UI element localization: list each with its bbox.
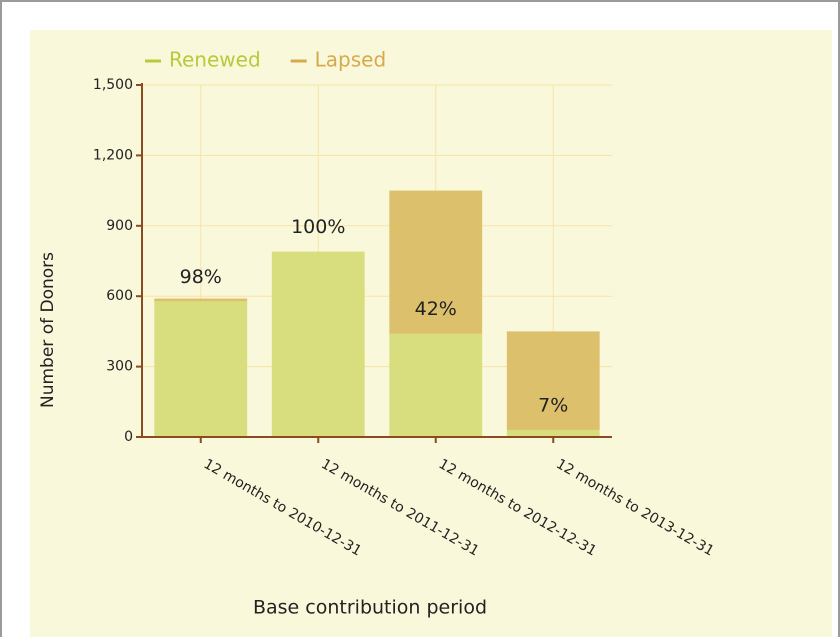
legend-label: Renewed <box>169 48 261 72</box>
y-tick-label: 300 <box>106 359 133 375</box>
bar-segment <box>389 190 483 334</box>
bar-segment <box>506 429 600 437</box>
bar-annotation: 98% <box>180 266 222 288</box>
bar-annotation: 100% <box>291 216 345 238</box>
bar-segment <box>506 331 600 430</box>
bar-segment <box>154 301 248 437</box>
bar-segment <box>154 298 248 302</box>
legend-label: Lapsed <box>315 48 387 72</box>
bar-segment <box>389 333 483 437</box>
bar-annotation: 7% <box>538 394 568 416</box>
x-axis-title: Base contribution period <box>253 597 487 619</box>
y-tick-label: 1,500 <box>93 77 133 93</box>
y-axis-title: Number of Donors <box>38 252 58 408</box>
y-tick-label: 1,200 <box>93 147 133 163</box>
y-tick-label: 0 <box>124 429 133 445</box>
y-tick-label: 600 <box>106 288 133 304</box>
y-tick-label: 900 <box>106 218 133 234</box>
bar-segment <box>271 251 365 437</box>
bar-annotation: 42% <box>415 298 457 320</box>
